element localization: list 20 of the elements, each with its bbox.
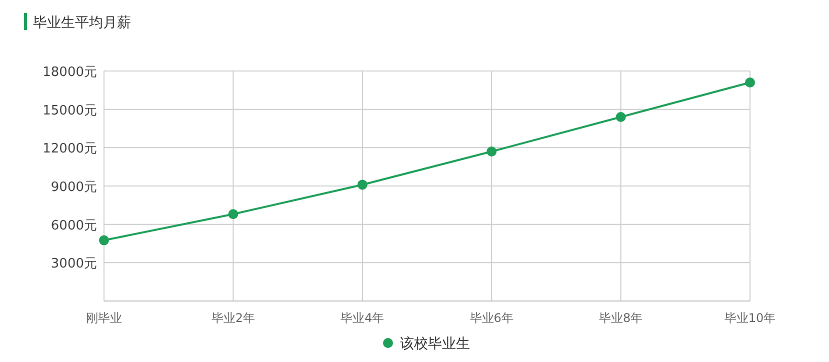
y-tick-label: 12000元 [42, 142, 97, 157]
legend-label: 该校毕业生 [400, 336, 470, 352]
x-tick-label: 毕业2年 [211, 311, 256, 325]
y-tick-label: 9000元 [50, 180, 97, 195]
point [745, 78, 755, 88]
point [486, 146, 497, 156]
y-tick-label: 15000元 [42, 103, 97, 118]
x-tick-label: 毕业6年 [470, 311, 514, 325]
point [616, 112, 626, 122]
x-tick-label: 刚毕业 [86, 311, 122, 325]
y-tick-label: 3000元 [50, 256, 97, 272]
point [357, 180, 368, 190]
point [99, 235, 109, 246]
x-tick-label: 毕业8年 [598, 311, 643, 325]
x-tick-label: 毕业4年 [340, 311, 384, 325]
point [228, 209, 238, 220]
chart-title: 毕业生平均月薪 [33, 15, 131, 31]
y-tick-label: 18000元 [42, 65, 97, 80]
x-tick-label: 毕业10年 [724, 311, 776, 325]
y-tick-label: 6000元 [50, 218, 97, 234]
